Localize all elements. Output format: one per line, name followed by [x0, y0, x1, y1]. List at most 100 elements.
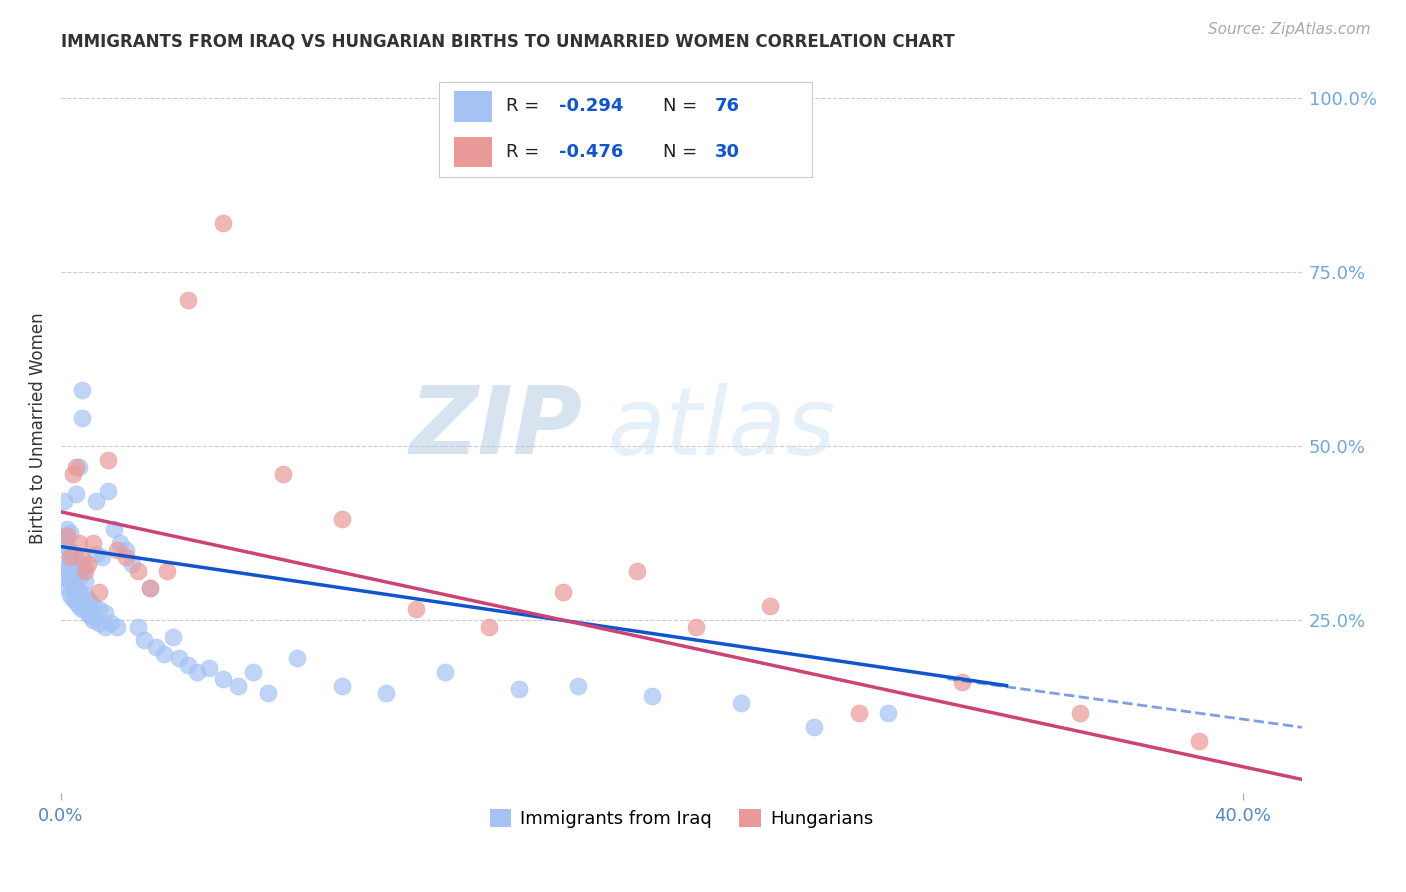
Point — [67, 584, 90, 599]
Point — [73, 564, 96, 578]
Point — [67, 571, 90, 585]
Point — [877, 706, 900, 721]
Point — [478, 619, 501, 633]
Point — [950, 675, 973, 690]
Point — [59, 549, 82, 564]
Point — [73, 574, 96, 589]
Point — [62, 467, 84, 481]
Point — [759, 599, 782, 613]
Point — [86, 494, 108, 508]
Point — [56, 582, 79, 596]
Point — [52, 571, 75, 585]
Point — [94, 606, 117, 620]
Point — [97, 483, 120, 498]
Point — [212, 216, 235, 230]
Point — [65, 595, 87, 609]
Point — [115, 549, 138, 564]
Point — [70, 602, 93, 616]
Text: atlas: atlas — [607, 383, 835, 474]
Point — [59, 525, 82, 540]
Point — [242, 665, 264, 679]
Point — [56, 564, 79, 578]
Point — [108, 536, 131, 550]
Point — [167, 650, 190, 665]
Point — [70, 549, 93, 564]
Point — [226, 679, 249, 693]
Point — [70, 383, 93, 397]
Point — [65, 549, 87, 564]
Point — [434, 665, 457, 679]
Point — [97, 452, 120, 467]
Point — [82, 536, 104, 550]
Point — [62, 591, 84, 606]
Point — [127, 619, 149, 633]
Point — [138, 582, 160, 596]
Point — [67, 599, 90, 613]
Point — [1069, 706, 1091, 721]
Point — [86, 547, 108, 561]
Point — [177, 657, 200, 672]
Point — [59, 557, 82, 571]
Point — [156, 564, 179, 578]
Point — [153, 648, 176, 662]
Point — [76, 591, 98, 606]
Y-axis label: Births to Unmarried Women: Births to Unmarried Women — [30, 312, 46, 544]
Point — [67, 459, 90, 474]
Point — [508, 682, 530, 697]
Point — [145, 640, 167, 655]
Point — [49, 557, 72, 571]
Point — [56, 522, 79, 536]
Point — [138, 582, 160, 596]
Point — [62, 564, 84, 578]
Legend: Immigrants from Iraq, Hungarians: Immigrants from Iraq, Hungarians — [482, 802, 880, 836]
Point — [803, 720, 825, 734]
Point — [271, 467, 294, 481]
Point — [89, 615, 111, 630]
Point — [848, 706, 870, 721]
Point — [100, 615, 122, 630]
Point — [70, 411, 93, 425]
Point — [56, 529, 79, 543]
Point — [82, 613, 104, 627]
Point — [65, 459, 87, 474]
Point — [52, 494, 75, 508]
Point — [94, 619, 117, 633]
Point — [62, 578, 84, 592]
Point — [127, 564, 149, 578]
Point — [79, 595, 101, 609]
Point — [52, 529, 75, 543]
Point — [56, 540, 79, 554]
Point — [212, 672, 235, 686]
Point — [285, 650, 308, 665]
Point — [730, 696, 752, 710]
Point — [567, 679, 589, 693]
Point — [553, 584, 575, 599]
Point — [330, 512, 353, 526]
Point — [103, 522, 125, 536]
Point — [59, 588, 82, 602]
Point — [132, 633, 155, 648]
Point — [1187, 734, 1209, 748]
Point — [76, 606, 98, 620]
Point — [65, 582, 87, 596]
Point — [375, 685, 398, 699]
Point — [177, 293, 200, 307]
Text: IMMIGRANTS FROM IRAQ VS HUNGARIAN BIRTHS TO UNMARRIED WOMEN CORRELATION CHART: IMMIGRANTS FROM IRAQ VS HUNGARIAN BIRTHS… — [60, 33, 955, 51]
Point — [65, 487, 87, 501]
Point — [76, 557, 98, 571]
Point — [89, 602, 111, 616]
Point — [79, 609, 101, 624]
Point — [59, 543, 82, 558]
Point — [256, 685, 278, 699]
Point — [197, 661, 219, 675]
Point — [105, 619, 128, 633]
Point — [65, 567, 87, 582]
Point — [162, 630, 184, 644]
Text: ZIP: ZIP — [409, 383, 582, 475]
Point — [89, 584, 111, 599]
Point — [62, 547, 84, 561]
Point — [73, 588, 96, 602]
Point — [115, 543, 138, 558]
Point — [626, 564, 648, 578]
Point — [641, 689, 664, 703]
